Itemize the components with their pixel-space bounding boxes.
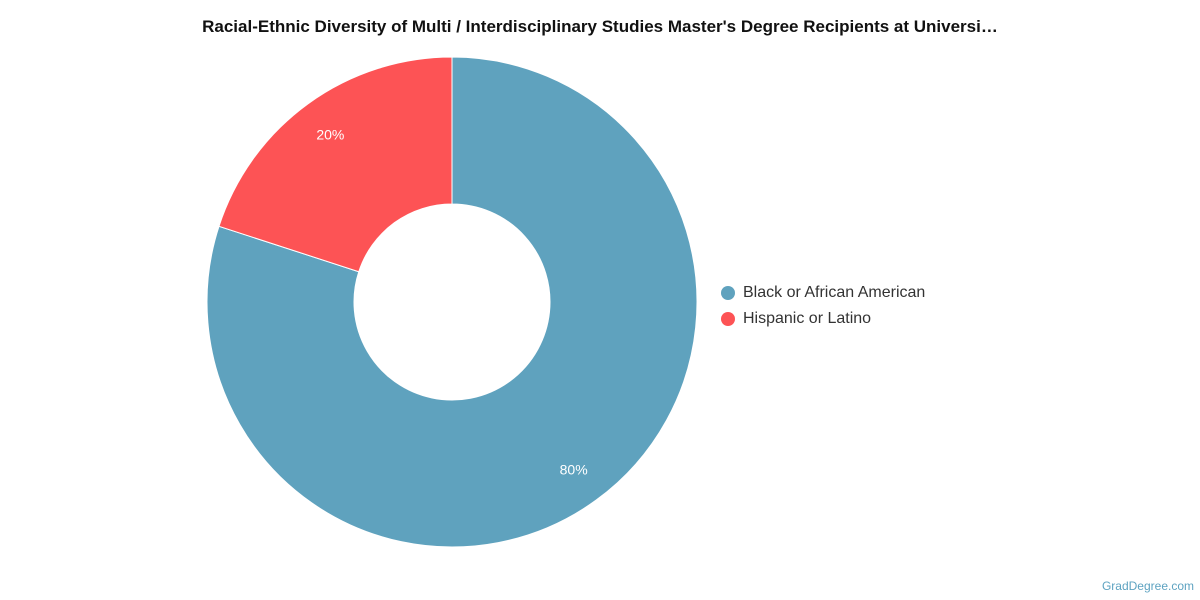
legend-label: Hispanic or Latino xyxy=(743,310,872,327)
legend-swatch-circle-icon xyxy=(721,286,735,300)
slice-hispanic-or-latino[interactable] xyxy=(218,56,453,273)
legend-item-hispanic-or-latino[interactable]: Hispanic or Latino xyxy=(721,306,925,332)
legend-label: Black or African American xyxy=(743,284,926,301)
source-credit[interactable]: GradDegree.com xyxy=(1101,579,1194,593)
legend: Black or African American Hispanic or La… xyxy=(721,280,925,332)
slice-label: 20% xyxy=(316,127,344,143)
legend-item-black-or-african-american[interactable]: Black or African American xyxy=(721,280,925,306)
slices-group xyxy=(206,56,698,548)
slice-black-or-african-american[interactable] xyxy=(206,56,698,548)
chart-title: Racial-Ethnic Diversity of Multi / Inter… xyxy=(202,17,998,36)
slice-label: 80% xyxy=(560,461,588,477)
slice-labels-group: 80% 20% xyxy=(316,127,587,478)
legend-swatch-circle-icon xyxy=(721,312,735,326)
